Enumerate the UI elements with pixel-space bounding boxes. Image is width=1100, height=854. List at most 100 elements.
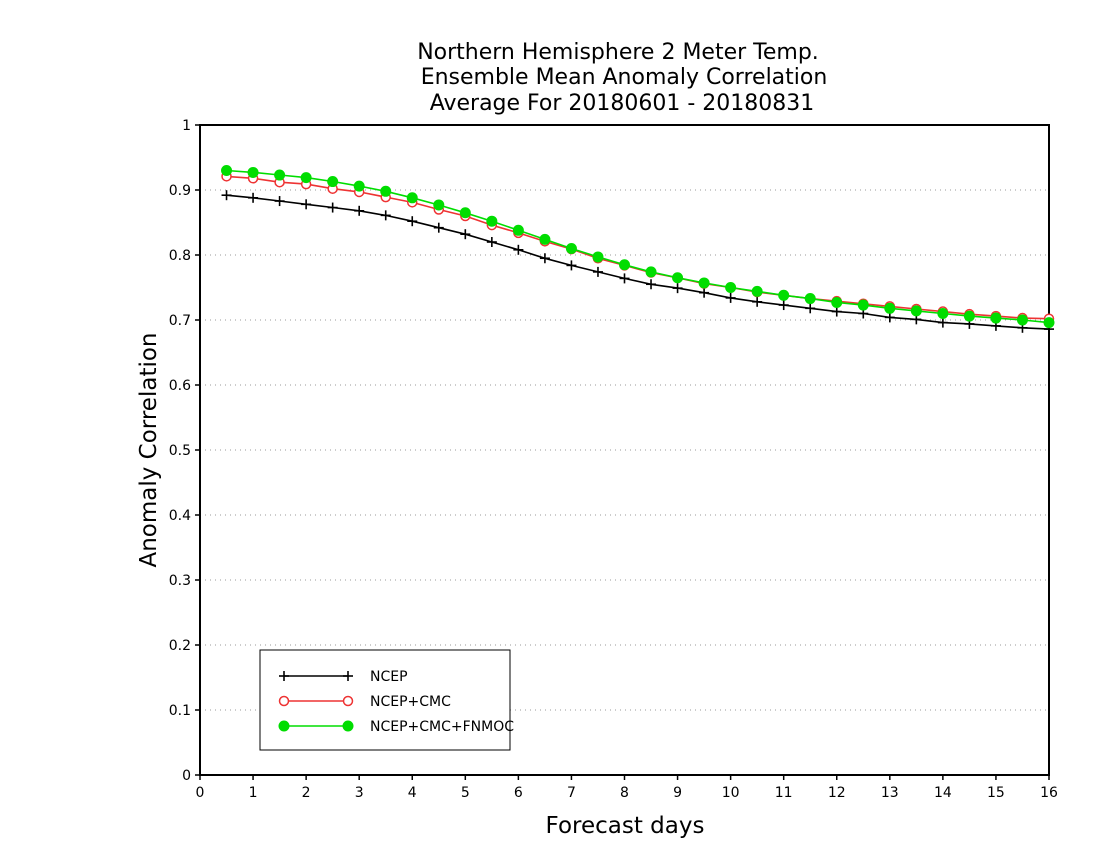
data-point: [672, 283, 683, 294]
data-point: [963, 310, 975, 322]
chart-legend: NCEP NCEP+CMC NCEP+CMC+FNMOC: [259, 649, 514, 751]
y-tick-label: 0: [182, 768, 191, 784]
x-tick-label: 10: [722, 785, 740, 801]
series-2: [221, 165, 1055, 329]
legend-label: NCEP+CMC: [370, 694, 451, 710]
data-point: [354, 205, 365, 216]
x-axis-label: Forecast days: [546, 813, 705, 839]
data-point: [460, 229, 471, 240]
data-point: [407, 216, 418, 227]
data-point: [327, 176, 339, 188]
y-tick-label: 0.8: [169, 248, 191, 264]
data-point: [592, 266, 603, 277]
data-point: [539, 253, 550, 264]
legend-entry: NCEP: [279, 669, 408, 685]
x-tick-label: 5: [461, 785, 470, 801]
data-point: [831, 306, 842, 317]
x-tick-label: 13: [881, 785, 899, 801]
data-point: [565, 243, 577, 254]
data-series: [221, 165, 1055, 335]
series-1: [221, 171, 1055, 324]
data-point: [805, 303, 816, 314]
data-point: [884, 312, 895, 323]
data-point: [646, 279, 657, 290]
data-point: [937, 317, 948, 328]
data-point: [1016, 314, 1028, 326]
data-point: [274, 169, 286, 181]
data-point: [619, 259, 630, 271]
series-line: [226, 194, 1050, 330]
data-point: [831, 296, 843, 308]
legend-marker: [342, 720, 354, 732]
legend-entry: NCEP+CMC: [278, 694, 451, 710]
data-point: [910, 305, 922, 317]
data-point: [433, 222, 444, 233]
data-point: [592, 251, 604, 263]
data-point: [937, 308, 949, 319]
data-point: [486, 215, 498, 227]
data-point: [433, 199, 445, 211]
y-tick-label: 0.9: [169, 183, 191, 199]
data-point: [380, 210, 391, 221]
data-point: [752, 296, 763, 307]
legend-marker: [278, 695, 290, 707]
data-point: [221, 165, 233, 176]
series-line: [226, 175, 1050, 320]
data-point: [672, 272, 684, 284]
y-tick-label: 0.6: [169, 378, 191, 394]
data-point: [486, 237, 497, 247]
x-tick-label: 15: [987, 785, 1005, 801]
data-point: [539, 233, 551, 245]
data-point: [645, 266, 657, 278]
data-point: [857, 299, 869, 311]
axis-ticks: 00.10.20.30.40.50.60.70.80.910 1 2 3 4 5 6 7 8 9 1…: [169, 118, 1058, 801]
data-point: [778, 300, 789, 311]
x-tick-label: 16: [1040, 785, 1058, 801]
data-point: [804, 293, 816, 305]
x-tick-label: 3: [355, 785, 364, 801]
y-tick-label: 0.5: [169, 443, 191, 459]
series-0: [221, 190, 1054, 335]
data-point: [380, 185, 392, 197]
x-tick-label: 12: [828, 785, 846, 801]
x-tick-label: 4: [408, 785, 417, 801]
data-point: [619, 273, 630, 284]
x-tick-label: 8: [620, 785, 629, 801]
data-point: [247, 166, 259, 178]
y-tick-label: 0.3: [169, 573, 191, 589]
data-point: [459, 207, 471, 219]
legend-marker: [343, 671, 353, 681]
data-point: [990, 312, 1002, 324]
legend-label: NCEP: [370, 669, 408, 685]
x-tick-label: 6: [514, 785, 523, 801]
data-point: [221, 190, 232, 201]
chart-title-line-2: Ensemble Mean Anomaly Correlation: [421, 65, 828, 90]
data-point: [301, 199, 312, 210]
legend-box: [259, 649, 511, 751]
data-point: [884, 302, 896, 314]
data-point: [406, 192, 418, 204]
legend-marker: [279, 671, 289, 681]
data-point: [300, 172, 312, 184]
y-tick-label: 0.2: [169, 638, 191, 654]
data-point: [699, 287, 710, 298]
legend-entry: NCEP+CMC+FNMOC: [278, 719, 514, 735]
x-tick-label: 1: [249, 785, 258, 801]
chart-title-line-1: Northern Hemisphere 2 Meter Temp.: [417, 40, 819, 65]
y-tick-label: 0.1: [169, 703, 191, 719]
data-point: [513, 244, 524, 255]
x-tick-label: 7: [567, 785, 576, 801]
data-point: [698, 277, 710, 289]
legend-marker: [278, 720, 290, 732]
x-tick-label: 0: [196, 785, 205, 801]
data-point: [751, 285, 763, 297]
legend-marker: [342, 695, 354, 707]
data-point: [1043, 317, 1055, 329]
x-tick-label: 11: [775, 785, 793, 801]
legend-label: NCEP+CMC+FNMOC: [370, 719, 514, 735]
data-point: [353, 180, 365, 192]
x-tick-label: 14: [934, 785, 952, 801]
data-point: [778, 289, 790, 301]
data-point: [248, 192, 259, 203]
